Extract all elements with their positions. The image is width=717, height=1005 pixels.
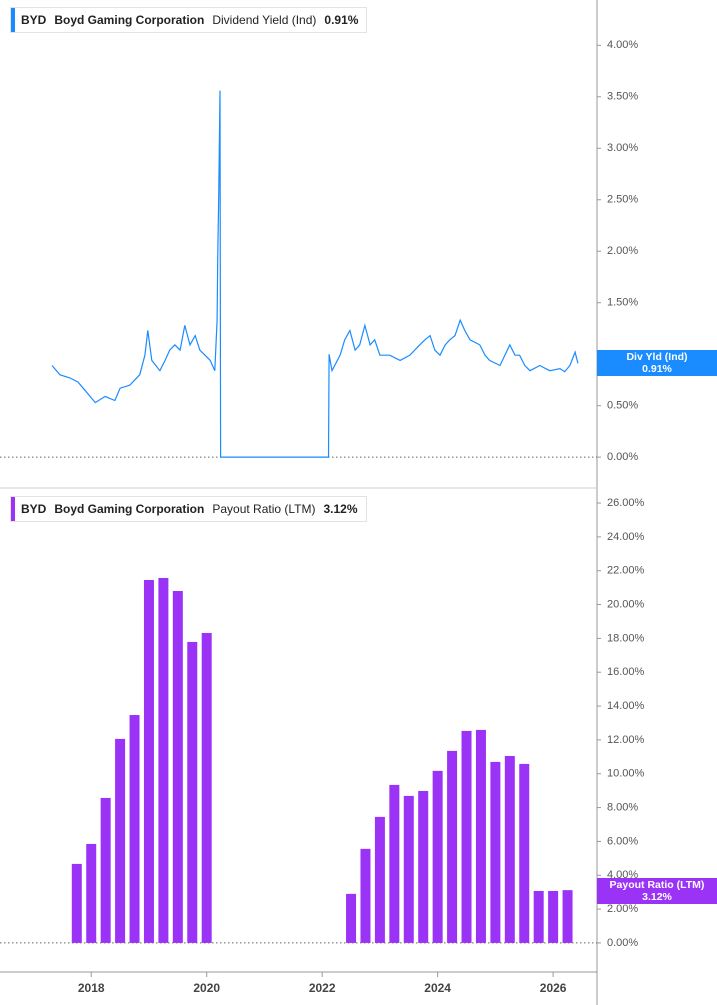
- x-tick-label: 2018: [78, 981, 105, 995]
- y-tick-label: 16.00%: [607, 666, 645, 678]
- y-tick-label: 2.00%: [607, 245, 638, 257]
- header-stripe: [11, 497, 15, 521]
- bar: [389, 784, 400, 943]
- bar: [504, 755, 515, 943]
- x-tick-label: 2020: [193, 981, 220, 995]
- last-value-badge: Div Yld (Ind) 0.91%: [597, 350, 717, 376]
- metric-value: 0.91%: [324, 13, 359, 27]
- x-tick-label: 2022: [309, 981, 336, 995]
- bar: [562, 890, 573, 943]
- bar: [360, 848, 371, 943]
- y-tick-label: 12.00%: [607, 734, 645, 746]
- bar: [490, 761, 501, 943]
- bar: [403, 795, 414, 943]
- badge-label: Div Yld (Ind): [626, 351, 688, 363]
- y-tick-label: 2.50%: [607, 194, 638, 206]
- bar: [115, 738, 126, 943]
- bar: [172, 591, 183, 943]
- company: Boyd Gaming Corporation: [54, 502, 205, 516]
- y-tick-label: 0.00%: [607, 451, 638, 463]
- y-tick-label: 26.00%: [607, 497, 645, 509]
- y-tick-label: 0.00%: [607, 937, 638, 949]
- x-tick-label: 2026: [540, 981, 567, 995]
- bar: [346, 893, 357, 943]
- ticker: BYD: [21, 13, 47, 27]
- bar: [129, 715, 140, 943]
- y-tick-label: 4.00%: [607, 39, 638, 51]
- bar: [374, 816, 385, 943]
- metric: Dividend Yield (Ind): [212, 13, 317, 27]
- bar: [143, 580, 154, 943]
- metric: Payout Ratio (LTM): [212, 502, 316, 516]
- ticker: BYD: [21, 502, 47, 516]
- y-tick-label: 18.00%: [607, 632, 645, 644]
- bar: [201, 632, 212, 943]
- y-tick-label: 10.00%: [607, 768, 645, 780]
- bar: [533, 890, 544, 943]
- bar: [432, 770, 443, 943]
- series-header: BYD Boyd Gaming Corporation Payout Ratio…: [10, 496, 367, 522]
- x-tick-label: 2024: [424, 981, 451, 995]
- bar: [187, 641, 198, 943]
- badge-label: Payout Ratio (LTM): [609, 879, 705, 891]
- y-tick-label: 24.00%: [607, 531, 645, 543]
- y-tick-label: 3.50%: [607, 91, 638, 103]
- y-tick-label: 6.00%: [607, 835, 638, 847]
- header-stripe: [11, 8, 15, 32]
- bar: [475, 729, 486, 943]
- bar: [461, 730, 472, 943]
- y-tick-label: 22.00%: [607, 565, 645, 577]
- badge-value: 3.12%: [642, 891, 672, 903]
- bar: [71, 863, 82, 943]
- y-tick-label: 0.50%: [607, 400, 638, 412]
- bar: [519, 763, 530, 943]
- y-tick-label: 20.00%: [607, 598, 645, 610]
- last-value-badge: Payout Ratio (LTM) 3.12%: [597, 878, 717, 904]
- company: Boyd Gaming Corporation: [54, 13, 205, 27]
- badge-value: 0.91%: [642, 363, 672, 375]
- y-tick-label: 3.00%: [607, 142, 638, 154]
- y-tick-label: 14.00%: [607, 700, 645, 712]
- bar: [447, 750, 458, 943]
- series-header: BYD Boyd Gaming Corporation Dividend Yie…: [10, 7, 368, 33]
- y-tick-label: 8.00%: [607, 801, 638, 813]
- y-tick-label: 1.50%: [607, 297, 638, 309]
- bar: [86, 843, 97, 943]
- bar: [548, 890, 559, 943]
- bar: [100, 797, 111, 943]
- bar: [418, 790, 429, 943]
- bar: [158, 577, 169, 943]
- metric-value: 3.12%: [323, 502, 358, 516]
- y-tick-label: 2.00%: [607, 903, 638, 915]
- line: [51, 90, 579, 458]
